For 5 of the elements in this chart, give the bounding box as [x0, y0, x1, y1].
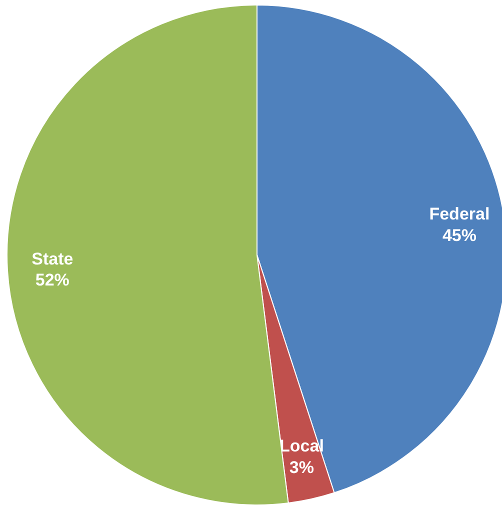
slice-label: Federal: [429, 204, 490, 224]
data-label: 52%: [35, 270, 70, 290]
data-label: 45%: [442, 226, 476, 245]
data-label: 3%: [289, 458, 314, 477]
slice-label: State: [32, 249, 74, 268]
